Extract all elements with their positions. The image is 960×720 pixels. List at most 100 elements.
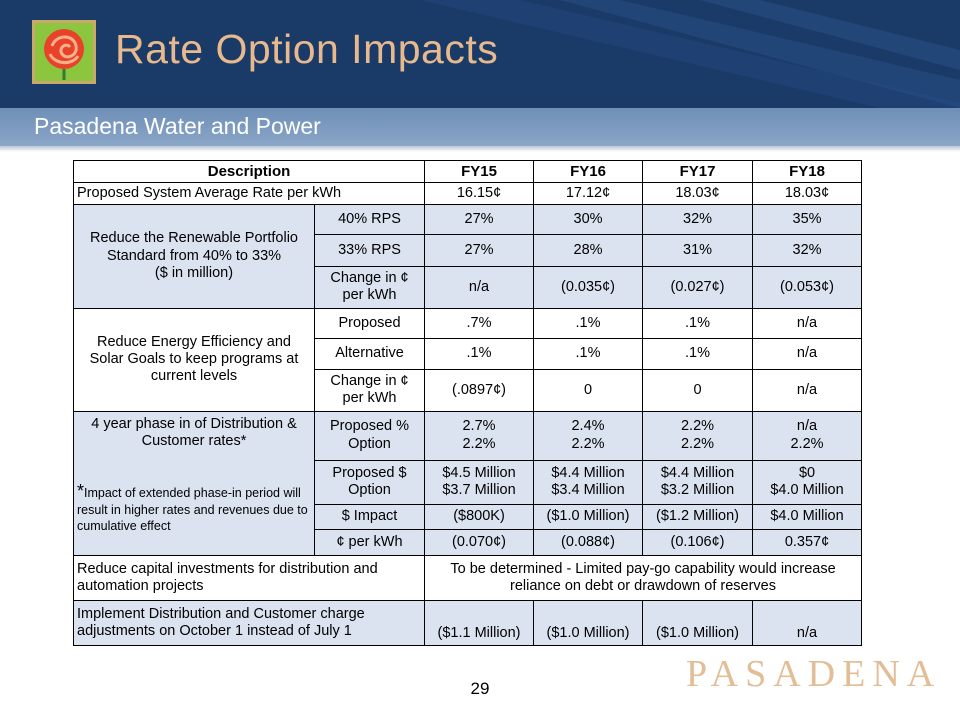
table-row: ¢ per kWh (0.070¢) (0.088¢) (0.106¢) 0.3… (74, 528, 863, 557)
note-star: * (77, 481, 85, 502)
rate-impacts-table: Description FY15 FY16 FY17 FY18 Proposed… (72, 159, 863, 646)
table-row: Reduce Energy Efficiency and Solar Goals… (73, 307, 863, 412)
table-cell: .1% (642, 307, 754, 340)
table-cell: 16.15¢ (424, 182, 535, 205)
cell-line: $3.7 Million (442, 482, 516, 499)
row-label: Proposed % Option (313, 410, 426, 461)
row-label: ¢ per kWh (313, 528, 426, 557)
table-cell: $4.5 Million $3.7 Million (424, 459, 535, 506)
table-cell: 0.357¢ (752, 528, 863, 557)
page-number: 29 (470, 679, 490, 698)
cell-line: $4.5 Million (442, 465, 516, 482)
table-row: Alternative .1% .1% .1% n/a (74, 338, 863, 370)
cell-line: $3.4 Million (551, 482, 625, 499)
table-cell: 2.2% 2.2% (642, 410, 754, 461)
row-label: 33% RPS (313, 234, 426, 267)
table-cell: n/a (752, 307, 863, 340)
table-cell: $0 $4.0 Million (752, 459, 863, 506)
header-description: Description (72, 159, 426, 184)
table-cell: ($1.1 Million) (424, 600, 535, 646)
table-cell: n/a (752, 338, 863, 370)
pasadena-wordmark-logo: PASADENA (686, 653, 942, 695)
table-cell: n/a (424, 265, 535, 309)
page-subtitle: Pasadena Water and Power (34, 113, 321, 139)
label-line: Implement Distribution and Customer char… (77, 605, 365, 622)
phase-in-note: *Impact of extended phase-in period will… (77, 480, 311, 534)
table-cell: 32% (642, 203, 754, 236)
table-cell: ($1.0 Million) (642, 600, 754, 646)
system-rate-label: Proposed System Average Rate per kWh (72, 182, 426, 205)
row-label-line: Change in ¢ (330, 269, 409, 286)
efficiency-description: Reduce Energy Efficiency and Solar Goals… (73, 307, 315, 412)
row-label-line: per kWh (342, 287, 397, 304)
row-label-line: Proposed % (330, 418, 409, 435)
label-line: automation projects (77, 578, 204, 595)
cell-line: $4.4 Million (660, 465, 735, 482)
table-cell: ($1.0 Million) (533, 600, 644, 646)
table-cell: .1% (642, 338, 754, 370)
table-row: Proposed System Average Rate per kWh 16.… (72, 182, 863, 205)
note-text: Impact of extended phase-in period will … (77, 486, 308, 533)
header-fy16: FY16 (533, 159, 644, 184)
table-row: Reduce the Renewable Portfolio Standard … (73, 203, 863, 309)
label-line: adjustments on October 1 instead of July… (77, 623, 352, 640)
table-header-row: Description FY15 FY16 FY17 FY18 (72, 159, 863, 184)
row-label-line: Option (348, 482, 391, 499)
table-cell: 30% (533, 203, 644, 236)
header-background-rays (420, 0, 960, 108)
row-label: Proposed $ Option (313, 459, 426, 506)
table-cell: 31% (642, 234, 754, 267)
description-line: Standard from 40% to 33% (106, 247, 282, 264)
table-cell: 2.4% 2.2% (533, 410, 644, 461)
table-cell: (0.027¢) (642, 265, 754, 309)
rps-description: Reduce the Renewable Portfolio Standard … (73, 203, 315, 309)
cell-line: $3.2 Million (660, 482, 735, 499)
table-cell: (0.035¢) (533, 265, 644, 309)
header-fy17: FY17 (642, 159, 754, 184)
subtitle-bar (0, 108, 960, 146)
description-line: Solar Goals to keep programs at (89, 350, 299, 367)
table-row: 33% RPS 27% 28% 31% 32% (74, 234, 863, 267)
table-cell: 0 (642, 368, 754, 412)
header-fy15: FY15 (424, 159, 535, 184)
table-cell: ($1.2 Million) (642, 504, 754, 530)
cell-line: 2.2% (790, 435, 824, 452)
cell-line: 2.2% (680, 435, 715, 452)
customer-charge-label: Implement Distribution and Customer char… (72, 600, 426, 646)
cell-line: $0 (798, 465, 816, 482)
rose-logo-icon (32, 20, 96, 84)
table-cell: (0.070¢) (424, 528, 535, 557)
table-row: 4 year phase in of Distribution & Custom… (73, 410, 863, 557)
table-cell: 17.12¢ (533, 182, 644, 205)
cell-line: 2.2% (680, 418, 715, 435)
row-label: $ Impact (313, 504, 426, 530)
table-cell: n/a (752, 600, 863, 646)
header-fy18: FY18 (752, 159, 863, 184)
row-label: Proposed (313, 307, 426, 340)
table-row: Proposed $ Option $4.5 Million $3.7 Millio… (74, 459, 863, 506)
table-cell: n/a 2.2% (752, 410, 863, 461)
table-cell: (.0897¢) (424, 368, 535, 412)
table-cell: ($800K) (424, 504, 535, 530)
table-cell: (0.106¢) (642, 528, 754, 557)
text-line: reliance on debt or drawdown of reserves (510, 578, 776, 595)
table-cell: 32% (752, 234, 863, 267)
table-cell: (0.088¢) (533, 528, 644, 557)
row-label-line: per kWh (342, 390, 397, 407)
table-cell: 0 (533, 368, 644, 412)
cell-line: n/a (796, 418, 818, 435)
cell-line: 2.7% (462, 418, 496, 435)
table-row: Change in ¢ per kWh n/a (0.035¢) (0.027¢)… (74, 265, 863, 309)
table-cell: $4.4 Million $3.4 Million (533, 459, 644, 506)
table-cell: ($1.0 Million) (533, 504, 644, 530)
table-row: $ Impact ($800K) ($1.0 Million) ($1.2 Mi… (74, 504, 863, 530)
table-row: Change in ¢ per kWh (.0897¢) 0 0 n/a (74, 368, 863, 412)
table-cell: n/a (752, 368, 863, 412)
table-cell: 27% (424, 234, 535, 267)
cell-line: $4.0 Million (770, 482, 844, 499)
capital-label: Reduce capital investments for distribut… (72, 555, 426, 602)
description-line: current levels (150, 368, 238, 385)
cell-line: $4.4 Million (551, 465, 625, 482)
table-cell: $4.0 Million (752, 504, 863, 530)
table-cell: (0.053¢) (752, 265, 863, 309)
